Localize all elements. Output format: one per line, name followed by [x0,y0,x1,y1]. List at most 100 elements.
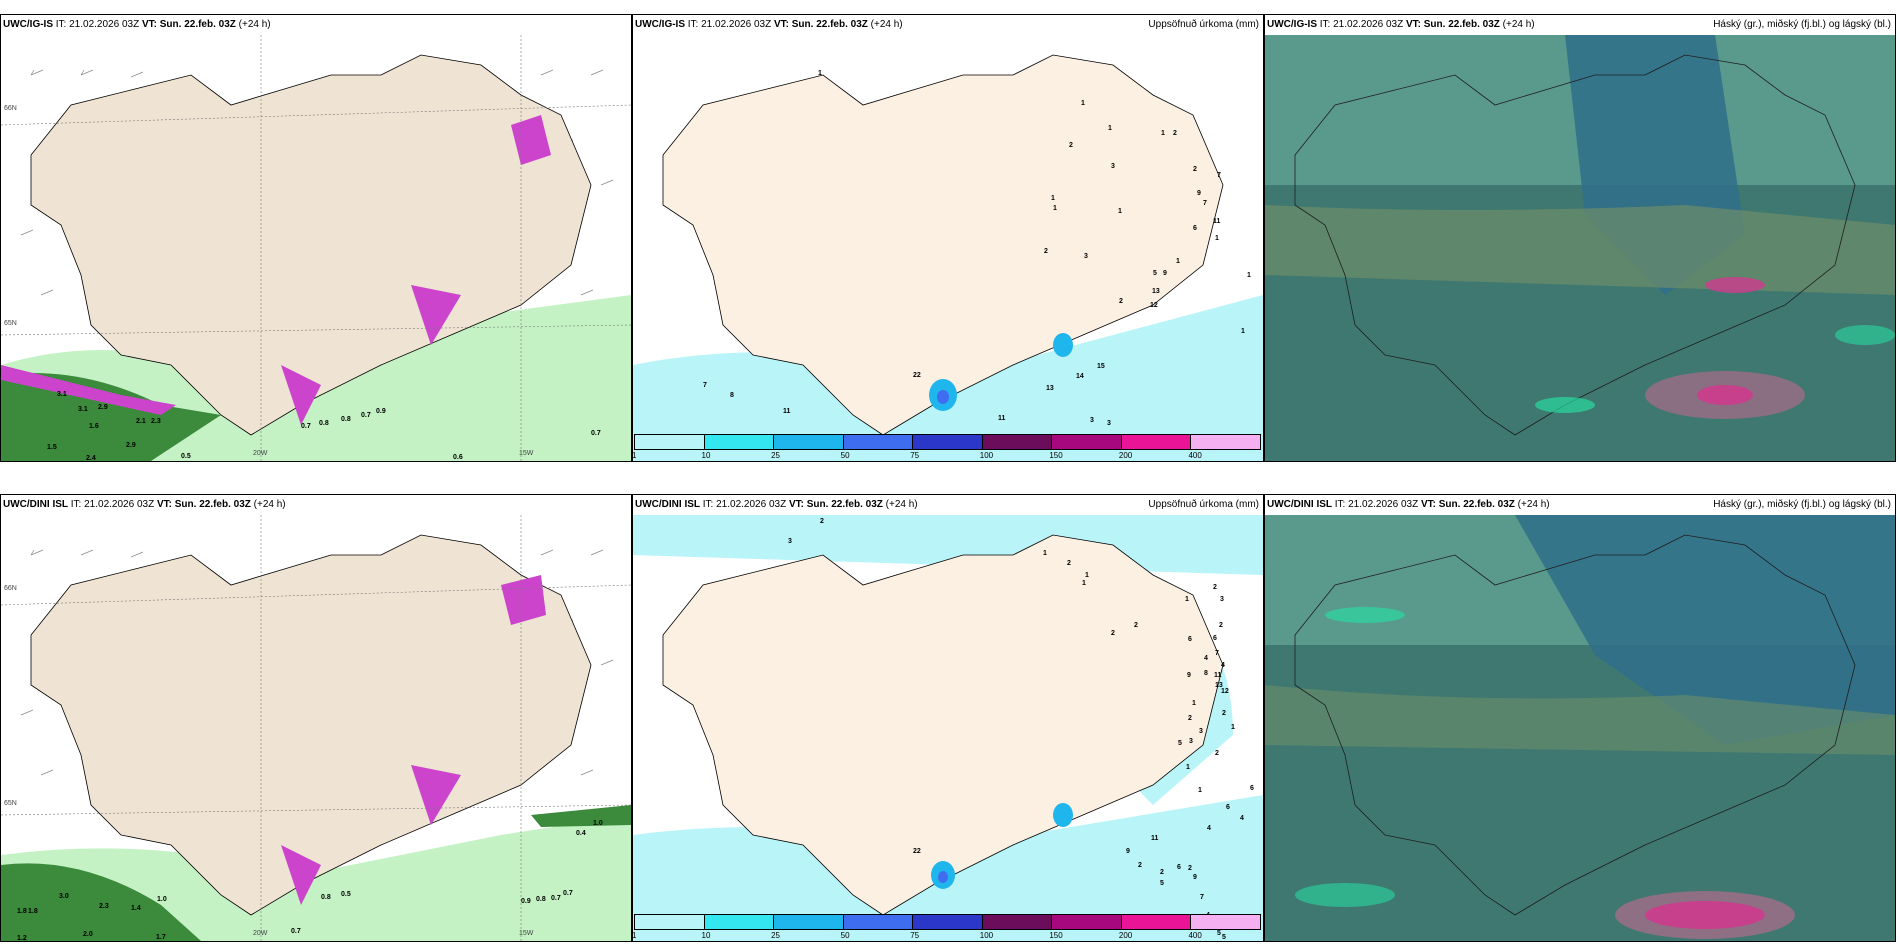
map-value-label: 1.6 [89,423,99,430]
colorbar-tick: 25 [771,931,781,940]
map-value-label: 2 [1160,869,1164,876]
map-value-label: 0.7 [551,895,561,902]
map-value-label: 6 [1226,804,1230,811]
map-value-label: 1 [1185,596,1189,603]
wind-map-top: 66N 65N 20W 15W 3.1 2.9 3.1 2.1 2.3 1.6 1.5 2.9… [1,35,631,461]
lon-label-20: 20W [253,450,268,457]
map-value-label: 3 [1090,417,1094,424]
map-value-label: 1 [1231,724,1235,731]
colorbar-swatch [912,914,983,930]
map-value-label: 0.5 [181,453,191,460]
cloud-map-top [1265,35,1895,461]
map-value-label: 4 [1221,662,1225,669]
map-value-label: 1 [1051,195,1055,202]
map-value-label: 1.0 [593,820,603,827]
map-value-label: 9 [1126,848,1130,855]
map-value-label: 1 [1085,572,1089,579]
map-value-label: 2.9 [126,442,136,449]
map-value-label: 6 [1177,864,1181,871]
map-value-label: 11 [783,408,791,415]
map-value-label: 0.8 [536,896,546,903]
map-value-label: 9 [1187,672,1191,679]
map-value-label: 1.0 [157,896,167,903]
map-value-label: 2 [1188,715,1192,722]
map-value-label: 1.7 [156,934,166,941]
colorbar-tick: 50 [840,931,850,940]
panel-title: UWC/DINI ISL IT: 21.02.2026 03Z VT: Sun.… [635,499,918,510]
map-value-label: 1 [1043,550,1047,557]
colorbar-tick: 150 [1049,931,1063,940]
colorbar-swatch [1051,914,1122,930]
colorbar-tick: 75 [910,931,920,940]
wind-map-bottom: 66N 65N 20W 15W 1.8 1.8 3.0 2.3 1.4 1.0 2.0 1.2… [1,515,631,941]
colorbar-swatch [1051,434,1122,450]
map-value-label: 2 [1069,142,1073,149]
map-value-label: 15 [1097,363,1105,370]
map-value-label: 9 [1163,270,1167,277]
colorbar-tick: 100 [979,451,994,460]
map-value-label: 0.8 [321,894,331,901]
map-value-label: 2 [1213,584,1217,591]
map-value-label: 5 [1178,740,1182,747]
colorbar-tick: 400 [1188,931,1202,940]
map-value-label: 5 [1217,930,1221,937]
lon-label-15: 15W [519,930,534,937]
map-value-label: 3 [1189,738,1193,745]
colorbar-swatch [1190,434,1261,450]
map-value-label: 8 [730,392,734,399]
map-value-label: 13 [1152,288,1160,295]
map-value-label: 2 [1188,865,1192,872]
map-value-label: 1.2 [17,935,27,941]
colorbar-tick: 10 [701,451,711,460]
lon-label-20: 20W [253,930,268,937]
map-value-label: 9 [1197,190,1201,197]
map-value-label: 1.4 [131,905,141,912]
map-value-label: 8 [1204,670,1208,677]
map-value-label: 0.6 [453,454,463,461]
map-value-label: 1 [1192,700,1196,707]
map-value-label: 5 [1153,270,1157,277]
map-value-label: 2 [1173,130,1177,137]
precip-colorbar: 1 10 25 50 75 100 150 200 400 [633,434,1262,460]
map-value-label: 2 [1215,750,1219,757]
colorbar-swatch [981,434,1053,450]
map-value-label: 13 [1215,682,1223,689]
map-value-label: 2 [1219,622,1223,629]
map-value-label: 1 [818,70,822,77]
precip-colorbar: 1 10 25 50 75 100 150 200 400 [632,914,1262,940]
map-value-label: 1 [1108,125,1112,132]
map-value-label: 3 [1084,253,1088,260]
map-value-label: 2 [1044,248,1048,255]
map-value-label: 7 [1217,172,1221,179]
map-value-label: 0.8 [319,420,329,427]
colorbar-swatch [981,914,1053,930]
map-value-label: 1 [1186,764,1190,771]
cloud-panel-top: UWC/IG-IS IT: 21.02.2026 03Z VT: Sun. 22… [1264,14,1896,462]
map-value-label: 1.5 [47,444,57,451]
map-value-label: 1 [1176,258,1180,265]
map-value-label: 7 [1215,650,1219,657]
lat-label-65: 65N [4,320,17,327]
map-value-label: 5 [1222,934,1226,941]
map-value-label: 0.5 [341,891,351,898]
panel-title: UWC/IG-IS IT: 21.02.2026 03Z VT: Sun. 22… [635,19,903,30]
map-value-label: 0.9 [376,408,386,415]
map-value-label: 6 [1188,636,1192,643]
map-value-label: 3.0 [59,893,69,900]
map-value-label: 0.9 [521,898,531,905]
precip-panel-label: Uppsöfnuð úrkoma (mm) [1148,499,1259,510]
map-value-label: 2.4 [86,455,96,461]
colorbar-tick: 10 [701,931,711,940]
map-value-label: 9 [1193,874,1197,881]
map-value-label: 4 [1240,815,1244,822]
precip-panel-top: UWC/IG-IS IT: 21.02.2026 03Z VT: Sun. 22… [632,14,1264,462]
colorbar-tick: 1 [632,931,637,940]
map-value-label: 4 [1204,655,1208,662]
map-value-label: 13 [1046,385,1054,392]
map-value-label: 7 [1203,200,1207,207]
map-value-label: 0.4 [576,830,586,837]
cloud-panel-label: Háský (gr.), miðský (fj.bl.) og lágský (… [1713,19,1891,30]
colorbar-swatch [773,914,844,930]
map-value-label: 12 [1150,302,1158,309]
